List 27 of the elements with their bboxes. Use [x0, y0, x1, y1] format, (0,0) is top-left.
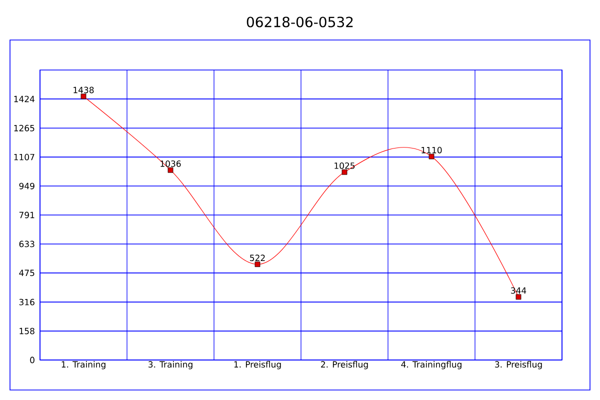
- y-tick-label: 1424: [14, 96, 34, 102]
- y-tick-label: 1265: [14, 124, 34, 132]
- data-label: 522: [250, 254, 265, 262]
- x-tick-label: 3. Training: [148, 361, 192, 370]
- data-label: 1110: [422, 146, 442, 154]
- y-tick-label: 475: [19, 270, 34, 276]
- chart-title: 06218-06-0532: [246, 16, 353, 28]
- point: [168, 167, 174, 173]
- data-label: 1438: [74, 86, 94, 94]
- x-tick-label: 4. Trainingflug: [401, 361, 462, 370]
- y-tick-label: 791: [19, 212, 34, 218]
- y-tick-label: 1107: [14, 154, 34, 160]
- x-tick-label: 1. Training: [62, 361, 106, 370]
- y-tick-label: 316: [19, 298, 34, 306]
- y-tick-label: 633: [19, 240, 34, 248]
- point: [428, 154, 434, 160]
- point: [516, 294, 522, 300]
- data-label: 1025: [334, 162, 355, 169]
- point: [342, 169, 348, 175]
- y-tick-label: 949: [19, 182, 34, 190]
- x-tick-label: 1. Preisflug: [234, 361, 281, 370]
- point: [80, 94, 86, 100]
- point: [254, 262, 260, 268]
- x-tick-label: 2. Preisflug: [321, 361, 368, 370]
- x-tick-label: 3. Preisflug: [495, 361, 542, 370]
- y-tick-label: 158: [20, 328, 34, 334]
- y-tick-label: 0: [30, 356, 34, 364]
